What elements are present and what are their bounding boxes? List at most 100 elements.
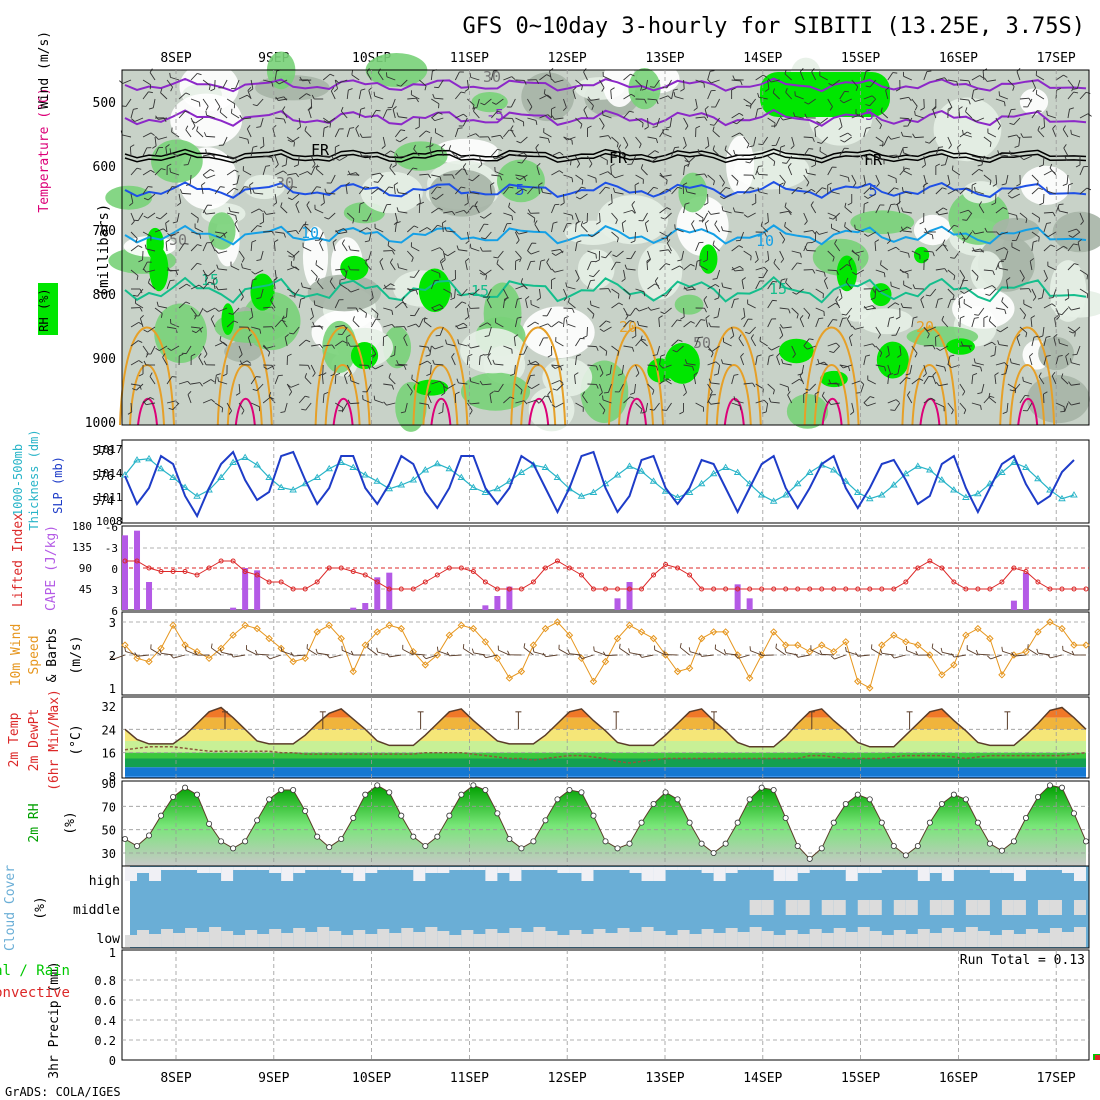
wind-barb bbox=[479, 212, 492, 219]
wind-barb bbox=[528, 359, 540, 366]
wind-barb-staff bbox=[202, 345, 208, 355]
wind-barb-flag bbox=[347, 288, 352, 293]
wind-barb-flag bbox=[580, 124, 583, 129]
wind-barb-flag bbox=[570, 160, 572, 166]
wind-barb bbox=[445, 339, 456, 347]
wind-barb-staff bbox=[1067, 184, 1070, 195]
wind-barb-flag bbox=[536, 162, 541, 167]
wind-barb-flag bbox=[365, 258, 368, 264]
wind-barb bbox=[181, 345, 192, 355]
thickness-label-2: Thickness (dm) bbox=[27, 429, 41, 530]
wind-barb-staff bbox=[587, 250, 597, 255]
wind-barb-staff bbox=[308, 109, 312, 119]
wind-barb-staff bbox=[806, 249, 816, 252]
rh-region bbox=[970, 251, 1003, 293]
wind-barb-flag bbox=[136, 167, 142, 170]
wind-barb bbox=[250, 225, 262, 233]
wind-barb-staff bbox=[439, 326, 444, 336]
wind-barb bbox=[309, 307, 314, 320]
wind-barb-flag bbox=[560, 202, 565, 206]
wind-barb-flag bbox=[493, 390, 499, 392]
wind-barb-flag bbox=[624, 144, 629, 149]
wind-barb bbox=[139, 314, 144, 328]
wind-barb-staff bbox=[563, 223, 568, 233]
wind-barb bbox=[274, 170, 288, 176]
wind-barb bbox=[587, 250, 597, 259]
wind-barb-flag bbox=[270, 296, 274, 301]
wind-barb-staff bbox=[583, 109, 588, 119]
wind-barb-staff bbox=[902, 306, 912, 309]
wind-barb-flag bbox=[469, 243, 472, 249]
wind-barb bbox=[315, 260, 324, 271]
wind-barb-flag bbox=[599, 328, 604, 332]
wind-barb bbox=[142, 79, 152, 90]
wind-barb-staff bbox=[366, 383, 372, 393]
wind-barb bbox=[338, 402, 348, 412]
wind-barb-staff bbox=[249, 185, 252, 195]
wind-barb-staff bbox=[455, 209, 465, 214]
wind-barb bbox=[599, 79, 605, 92]
wind-barb-flag bbox=[602, 409, 606, 415]
wind-barb bbox=[252, 98, 264, 107]
wind-barb bbox=[214, 373, 221, 385]
pressure-axis-label: (millibars) bbox=[96, 204, 112, 297]
wind-barb-flag bbox=[329, 73, 335, 77]
wind-barb bbox=[230, 261, 240, 271]
surface-wind-flag bbox=[497, 645, 499, 651]
wind-barb-staff bbox=[214, 341, 224, 347]
wind-barb-staff bbox=[371, 172, 381, 176]
wind-barb-flag bbox=[515, 258, 520, 262]
wind-barb-flag bbox=[461, 168, 467, 171]
wind-barb bbox=[479, 136, 491, 142]
contour-label: 5 bbox=[515, 181, 524, 199]
wind-barb bbox=[587, 98, 594, 111]
wind-barb-flag bbox=[233, 103, 236, 109]
wind-barb-staff bbox=[497, 250, 504, 259]
wind-barb bbox=[563, 174, 574, 183]
wind-barb-staff bbox=[238, 402, 245, 411]
wind-barb bbox=[582, 391, 588, 404]
surface-wind-barb bbox=[542, 652, 558, 658]
wind-barb-staff bbox=[142, 345, 149, 354]
wind-barb-staff bbox=[142, 132, 152, 138]
wind-barb bbox=[407, 287, 420, 292]
wind-barb bbox=[410, 90, 420, 100]
wind-barb-flag bbox=[295, 201, 300, 205]
wind-barb-staff bbox=[334, 128, 340, 138]
wind-barb bbox=[587, 307, 595, 319]
wind-barb-flag bbox=[206, 242, 212, 244]
wind-barb bbox=[167, 267, 180, 272]
wind-barb bbox=[382, 109, 392, 119]
wind-barb-staff bbox=[827, 269, 837, 272]
wind-barb-staff bbox=[599, 320, 607, 328]
wind-barb-flag bbox=[362, 394, 364, 400]
wind-barb-staff bbox=[683, 307, 685, 318]
wind-barb-flag bbox=[490, 182, 495, 186]
wind-barb bbox=[202, 269, 208, 282]
wind-barb-flag bbox=[443, 253, 448, 257]
wind-barb-staff bbox=[206, 135, 216, 138]
wind-barb-flag bbox=[445, 339, 448, 345]
wind-barb-staff bbox=[566, 286, 576, 290]
wind-barb bbox=[321, 372, 327, 385]
wind-barb-flag bbox=[155, 135, 159, 140]
wind-barb bbox=[185, 174, 192, 187]
wind-barb bbox=[178, 243, 189, 252]
wind-barb-flag bbox=[377, 68, 381, 73]
surface-wind-staff bbox=[269, 654, 282, 660]
wind-barb-staff bbox=[530, 304, 540, 309]
surface-wind-flag bbox=[462, 643, 465, 649]
wind-barb bbox=[483, 345, 492, 356]
wind-barb bbox=[203, 210, 216, 215]
wind-barb bbox=[152, 136, 157, 149]
wind-barb-flag bbox=[397, 263, 400, 268]
wind-barb bbox=[599, 364, 604, 377]
wind-barb-flag bbox=[263, 210, 267, 215]
wind-barb-flag bbox=[204, 277, 208, 282]
wind-barb-flag bbox=[366, 227, 372, 231]
wind-barb-flag bbox=[371, 353, 377, 357]
wind-barb-flag bbox=[232, 183, 238, 186]
wind-barb bbox=[217, 376, 228, 385]
wind-barb bbox=[194, 307, 204, 317]
wind-barb-flag bbox=[324, 188, 327, 194]
